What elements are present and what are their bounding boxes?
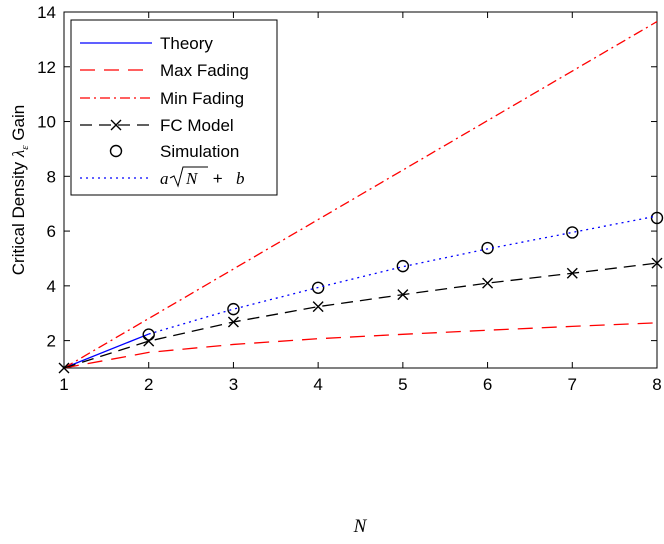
legend-simulation-marker <box>109 144 123 158</box>
y-tick-label: 14 <box>37 3 56 22</box>
data-point <box>481 241 494 255</box>
series-max-fading <box>63 322 658 369</box>
series-theory <box>63 333 149 369</box>
series-layer <box>58 21 664 374</box>
legend-min-fading-label: Min Fading <box>160 89 244 108</box>
x-axis-label: N <box>353 516 368 537</box>
x-tick-label: 8 <box>652 375 661 394</box>
data-point <box>311 281 325 294</box>
legend-fit-plus: + <box>208 169 227 188</box>
y-tick-label: 4 <box>47 277 56 296</box>
data-point <box>566 226 579 239</box>
x-tick-label: 2 <box>144 375 153 394</box>
data-point <box>396 259 410 273</box>
x-tick-label: 1 <box>59 375 68 394</box>
legend-box <box>70 19 278 196</box>
data-point <box>142 328 155 341</box>
legend-fit-label: a N + b <box>160 166 245 188</box>
y-axis-label: Critical Density λε Gain <box>9 105 31 275</box>
y-tick-label: 12 <box>37 58 56 77</box>
x-tick-label: 7 <box>568 375 577 394</box>
series-fc-model <box>58 257 663 374</box>
legend-fit-sqrt-sign <box>169 166 208 188</box>
x-tick-label: 5 <box>398 375 407 394</box>
data-point <box>651 257 663 269</box>
data-point <box>58 362 70 374</box>
data-point <box>566 267 578 279</box>
data-point <box>397 289 409 301</box>
series-min-fading <box>63 21 658 369</box>
x-tick-label: 3 <box>229 375 238 394</box>
plot-frame <box>63 11 658 369</box>
series-simulation <box>142 211 664 341</box>
data-point <box>227 316 239 328</box>
data-point <box>650 211 664 225</box>
y-tick-label: 8 <box>47 167 56 186</box>
legend: Theory Max Fading Min Fading FC Model Si… <box>70 19 278 196</box>
series-line-max-fading <box>63 322 658 369</box>
legend-max-fading-label: Max Fading <box>160 61 249 80</box>
data-point <box>312 301 324 313</box>
legend-simulation-label: Simulation <box>160 142 239 161</box>
legend-fit-a: a <box>160 169 169 188</box>
x-tick-label: 6 <box>483 375 492 394</box>
series-line-theory <box>63 333 149 369</box>
y-tick-label: 6 <box>47 222 56 241</box>
data-point <box>482 277 494 289</box>
series-a-n-b <box>148 215 658 335</box>
series-line-a-n-b <box>148 215 658 335</box>
legend-fc-model-label: FC Model <box>160 116 234 135</box>
legend-fit-N: N <box>185 169 199 188</box>
y-tick-label: 10 <box>37 113 56 132</box>
y-tick-label: 2 <box>47 332 56 351</box>
data-point <box>227 302 240 316</box>
series-line-min-fading <box>63 21 658 369</box>
legend-fit-b: b <box>236 169 245 188</box>
data-point <box>143 335 155 347</box>
series-line-fc-model <box>63 262 658 369</box>
legend-fc-model-marker <box>110 119 122 131</box>
legend-theory-label: Theory <box>160 34 213 53</box>
x-tick-label: 4 <box>313 375 322 394</box>
